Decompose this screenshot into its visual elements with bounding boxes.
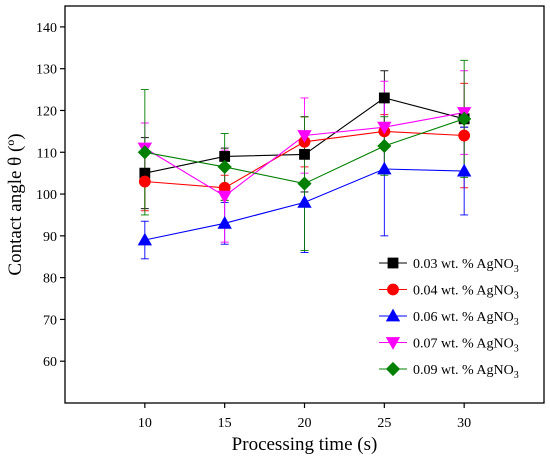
y-tick-label: 100 bbox=[36, 188, 57, 203]
data-point bbox=[457, 111, 472, 126]
data-point bbox=[378, 92, 390, 104]
legend-marker bbox=[385, 308, 401, 322]
x-tick-label: 15 bbox=[218, 416, 232, 431]
legend-label: 0.03 wt. % AgNO3 bbox=[413, 257, 519, 275]
legend-label-text: 0.03 wt. % AgNO bbox=[413, 257, 514, 272]
data-point bbox=[217, 190, 232, 204]
legend-label-text: 0.07 wt. % AgNO bbox=[413, 337, 514, 352]
x-tick-label: 25 bbox=[377, 416, 391, 431]
data-point bbox=[297, 195, 312, 208]
legend-marker bbox=[387, 257, 399, 269]
legend-label-subscript: 3 bbox=[514, 344, 519, 355]
legend-marker bbox=[387, 283, 399, 296]
data-point bbox=[297, 176, 312, 191]
y-tick-label: 140 bbox=[36, 21, 57, 36]
legend-label-text: 0.09 wt. % AgNO bbox=[413, 363, 514, 378]
y-tick-label: 120 bbox=[36, 104, 57, 119]
data-point bbox=[137, 232, 153, 246]
y-tick-label: 110 bbox=[37, 146, 57, 161]
data-point bbox=[458, 129, 471, 142]
y-tick-label: 130 bbox=[36, 63, 57, 78]
y-tick-label: 70 bbox=[43, 313, 57, 328]
data-point bbox=[456, 163, 472, 177]
x-axis-title: Processing time (s) bbox=[232, 434, 378, 455]
legend-label-subscript: 3 bbox=[514, 291, 519, 302]
data-point bbox=[217, 215, 232, 229]
legend-label-subscript: 3 bbox=[514, 317, 519, 328]
data-point bbox=[377, 138, 392, 154]
legend-label-text: 0.06 wt. % AgNO bbox=[413, 310, 514, 325]
legend-label: 0.09 wt. % AgNO3 bbox=[413, 363, 519, 381]
legend-label-subscript: 3 bbox=[514, 264, 519, 275]
data-point bbox=[137, 145, 152, 160]
data-point bbox=[377, 161, 392, 175]
y-tick-label: 90 bbox=[43, 230, 57, 245]
legend-label: 0.06 wt. % AgNO3 bbox=[413, 310, 519, 328]
x-tick-label: 10 bbox=[138, 416, 152, 431]
y-tick-label: 80 bbox=[43, 272, 57, 287]
data-point bbox=[299, 148, 310, 160]
x-tick-label: 20 bbox=[298, 416, 312, 431]
data-point bbox=[217, 159, 232, 174]
data-point bbox=[297, 130, 312, 143]
legend-marker bbox=[385, 361, 401, 377]
legend-label: 0.07 wt. % AgNO3 bbox=[413, 337, 519, 355]
data-point bbox=[377, 121, 392, 135]
legend-label-subscript: 3 bbox=[514, 370, 519, 381]
legend-label: 0.04 wt. % AgNO3 bbox=[413, 284, 519, 302]
legend-marker bbox=[385, 337, 401, 350]
y-axis-title: Contact angle θ (º) bbox=[5, 133, 26, 275]
legend-label-text: 0.04 wt. % AgNO bbox=[413, 284, 514, 299]
x-tick-label: 30 bbox=[457, 416, 471, 431]
marker-layer bbox=[137, 92, 472, 246]
y-tick-label: 60 bbox=[43, 355, 57, 370]
data-point bbox=[138, 175, 151, 188]
axis-ticks: 10 15 20 25 30 60 70 80 90 100 110 120 130 140 bbox=[36, 21, 471, 431]
